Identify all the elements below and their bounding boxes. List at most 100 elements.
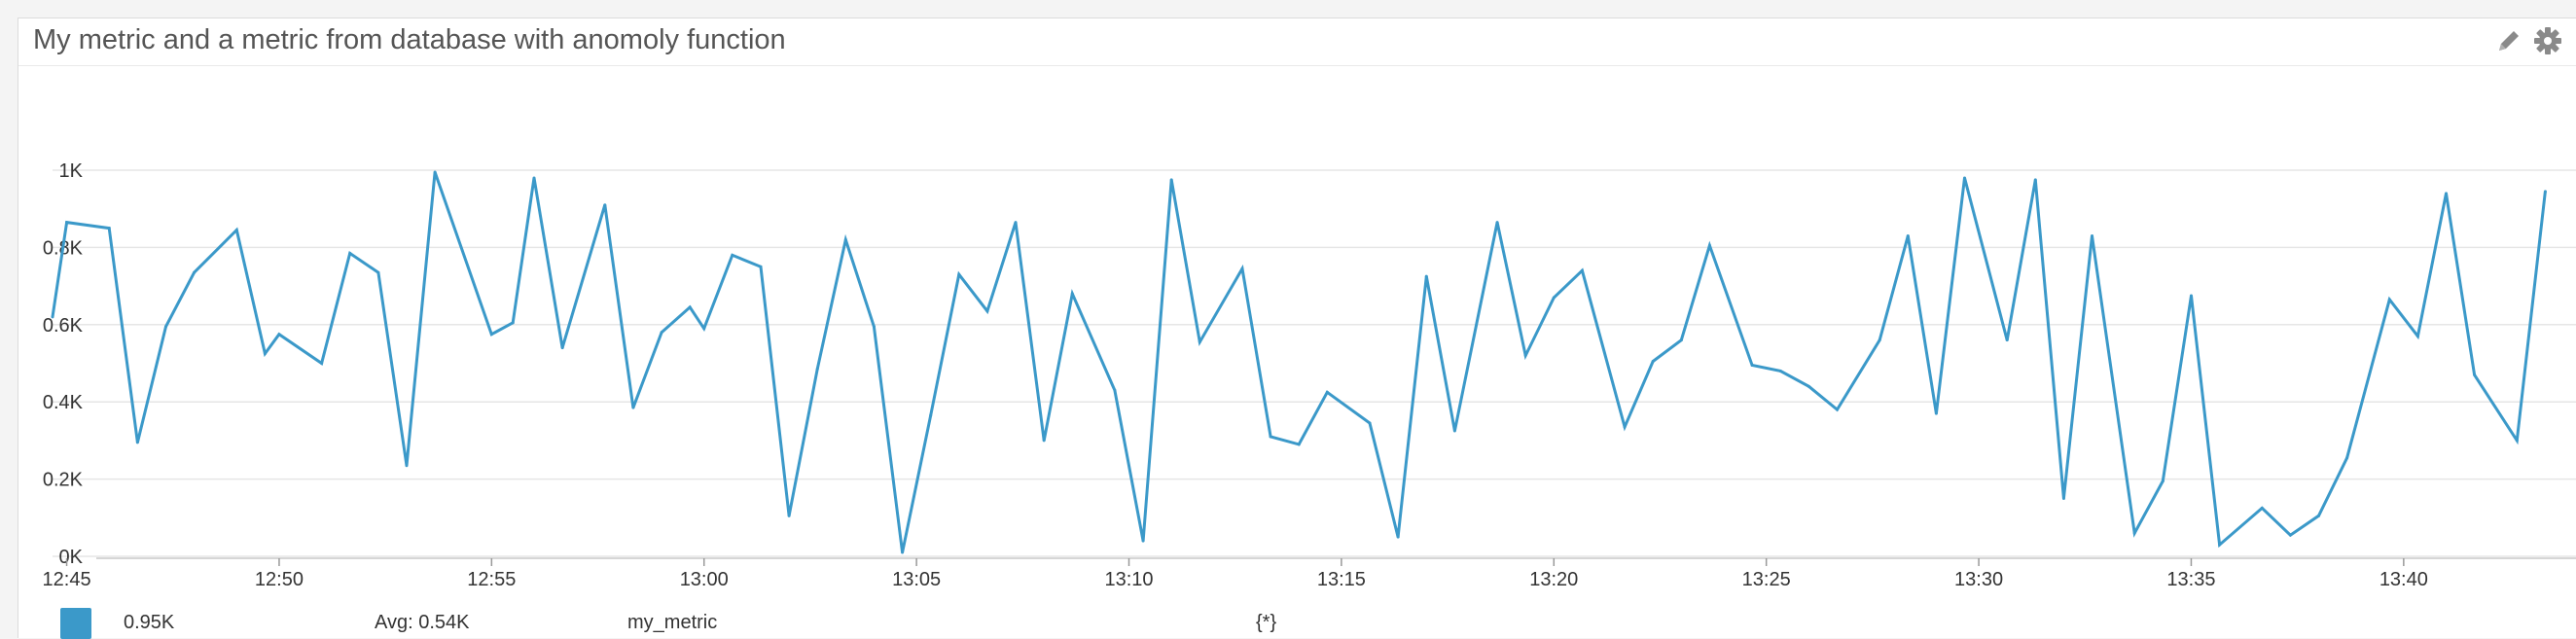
- data-point: [51, 315, 54, 319]
- data-point: [2033, 178, 2037, 182]
- data-point: [1623, 425, 1627, 429]
- data-point: [1452, 429, 1456, 433]
- y-tick-label: 0.2K: [43, 470, 84, 491]
- data-point: [2345, 456, 2349, 460]
- data-point: [348, 251, 352, 255]
- data-point: [759, 265, 763, 268]
- data-point: [2061, 496, 2065, 500]
- y-tick-label: 0K: [59, 547, 84, 568]
- data-point: [1580, 268, 1584, 272]
- data-point: [532, 176, 536, 180]
- data-point: [815, 367, 819, 371]
- data-point: [263, 352, 267, 356]
- data-point: [1651, 360, 1655, 364]
- data-point: [1679, 338, 1683, 342]
- x-tick-label: 13:25: [1742, 569, 1791, 590]
- x-tick-label: 13:40: [2379, 569, 2428, 590]
- legend-swatch[interactable]: [60, 608, 91, 639]
- data-point: [901, 550, 905, 554]
- data-point: [2005, 338, 2009, 342]
- x-tick-label: 12:45: [43, 569, 91, 590]
- data-point: [731, 253, 734, 257]
- chart-area: 0K 0.2K 0.4K 0.6K 0.8K 1K 12:45 12:50 12:55 13:00…: [18, 65, 2576, 590]
- x-tick-label: 13:05: [892, 569, 941, 590]
- x-tick-label: 12:55: [467, 569, 516, 590]
- legend: 0.95K Avg: 0.54K my_metric {*}: [18, 590, 2576, 639]
- data-point: [560, 346, 564, 350]
- data-point: [1141, 539, 1145, 543]
- data-point: [1807, 384, 1810, 388]
- x-tick-label: 13:30: [1954, 569, 2003, 590]
- data-point: [702, 327, 706, 331]
- data-point: [65, 221, 69, 225]
- data-point: [1778, 369, 1782, 373]
- data-point: [193, 270, 197, 274]
- data-point: [1368, 421, 1372, 425]
- data-point: [2316, 514, 2320, 517]
- data-point: [376, 270, 380, 274]
- x-tick-label: 13:20: [1529, 569, 1578, 590]
- legend-metric-name[interactable]: my_metric: [627, 612, 718, 633]
- data-point: [688, 305, 692, 309]
- data-point: [2091, 233, 2094, 237]
- legend-avg: Avg: 0.54K: [375, 612, 470, 633]
- data-point: [843, 237, 847, 241]
- data-point: [1396, 535, 1400, 539]
- x-tick-label: 13:10: [1104, 569, 1153, 590]
- widget-panel: My metric and a metric from database wit…: [18, 18, 2576, 639]
- panel-title: My metric and a metric from database wit…: [33, 24, 786, 55]
- data-point: [1240, 266, 1244, 270]
- data-point: [985, 309, 989, 313]
- data-point: [163, 325, 167, 329]
- data-point: [1198, 340, 1201, 344]
- data-point: [660, 331, 663, 335]
- data-point: [234, 229, 238, 232]
- data-point: [957, 272, 961, 276]
- data-point: [1169, 178, 1173, 182]
- data-point: [1878, 338, 1881, 342]
- data-point: [1906, 233, 1910, 237]
- data-point: [2132, 531, 2136, 535]
- data-point: [2189, 294, 2193, 298]
- data-point: [2218, 543, 2222, 547]
- data-point: [2445, 192, 2449, 195]
- data-point: [1835, 408, 1839, 411]
- y-tick-label: 0.4K: [43, 392, 84, 413]
- data-point: [320, 362, 324, 365]
- data-point: [1297, 443, 1301, 446]
- legend-scope: {*}: [1256, 612, 1277, 633]
- data-point: [2387, 298, 2391, 302]
- data-point: [107, 227, 111, 231]
- data-point: [929, 413, 933, 417]
- data-point: [1552, 296, 1556, 300]
- data-point: [1523, 354, 1527, 358]
- data-point: [603, 203, 607, 207]
- legend-value: 0.95K: [124, 612, 175, 633]
- data-point: [2415, 335, 2419, 338]
- data-point: [135, 441, 139, 444]
- data-point: [1750, 363, 1754, 367]
- y-tick-label: 0.6K: [43, 315, 84, 337]
- data-point: [1495, 221, 1499, 225]
- data-point: [1042, 439, 1046, 443]
- y-tick-label: 1K: [59, 160, 84, 182]
- gear-icon[interactable]: [2533, 26, 2562, 55]
- x-tick-label: 12:50: [255, 569, 304, 590]
- data-point: [631, 406, 635, 409]
- data-point: [489, 333, 493, 337]
- data-point: [2260, 506, 2264, 510]
- data-point: [433, 170, 437, 174]
- data-point: [1014, 221, 1018, 225]
- data-point: [787, 514, 791, 517]
- panel-header: My metric and a metric from database wit…: [18, 18, 2576, 66]
- x-tick-label: 13:35: [2166, 569, 2215, 590]
- series-line-my_metric: [51, 171, 2547, 553]
- pencil-icon[interactable]: [2494, 26, 2523, 55]
- data-point: [1113, 388, 1117, 392]
- data-point: [1963, 176, 1967, 180]
- data-point: [872, 325, 876, 329]
- x-tick-label: 13:15: [1317, 569, 1366, 590]
- data-point: [1424, 274, 1428, 278]
- data-point: [2473, 373, 2477, 376]
